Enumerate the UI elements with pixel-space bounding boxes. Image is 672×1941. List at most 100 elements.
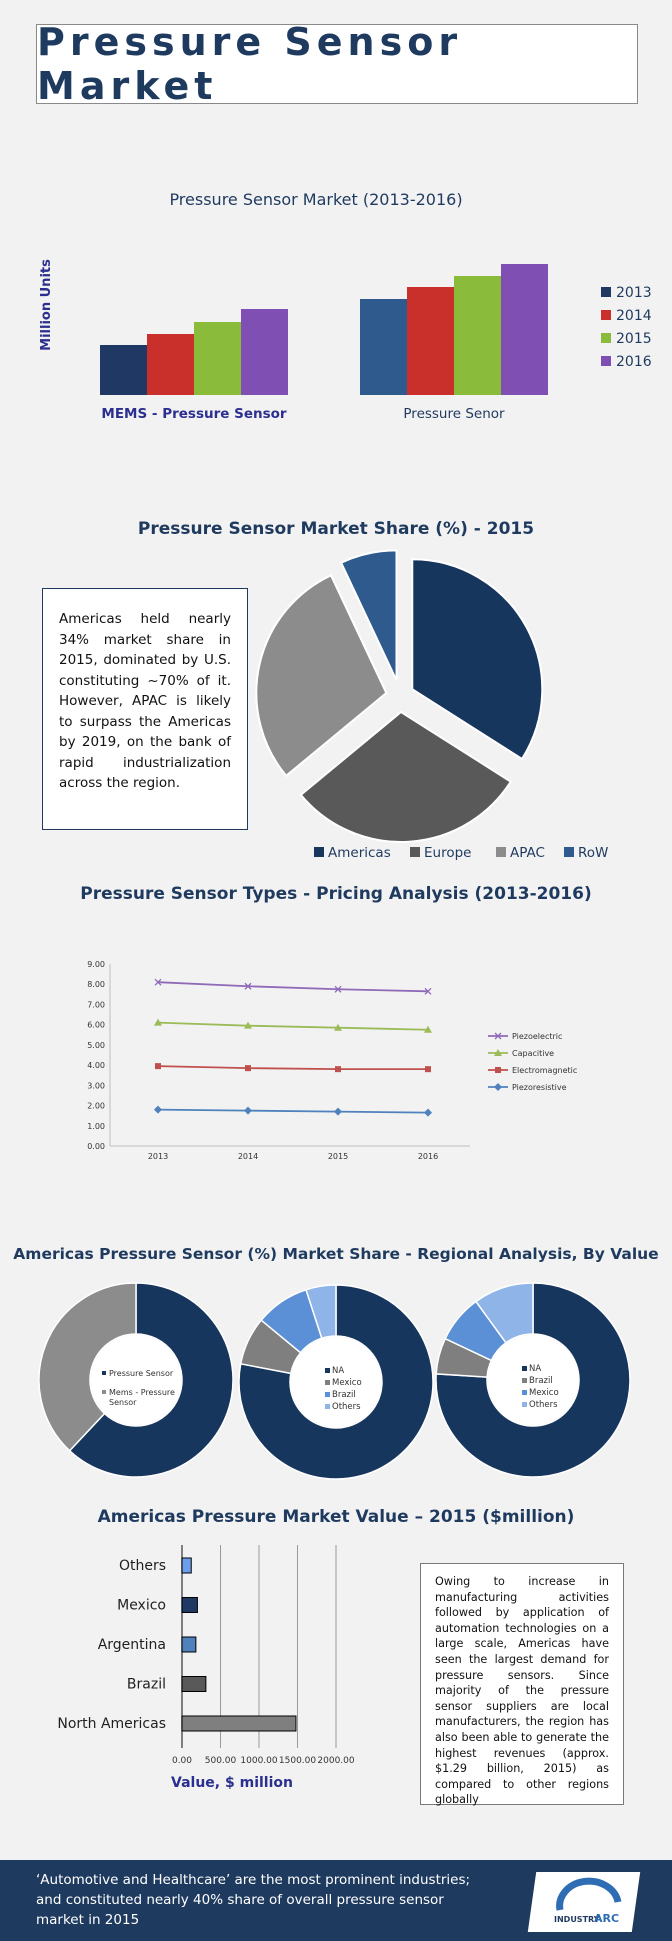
donut-1-legend-swatch [102, 1371, 106, 1375]
legend-label-2016: 2016 [616, 354, 652, 370]
data-point-electromagnetic [155, 1063, 161, 1070]
x-tick-label: 2015 [328, 1152, 348, 1161]
data-point-capacitive [244, 1021, 252, 1029]
donut-3-slice-na [435, 1282, 631, 1478]
legend-swatch-2016 [601, 356, 611, 366]
y-tick-label: 6.00 [87, 1021, 105, 1030]
donut-2-slice-na [238, 1284, 434, 1480]
category-label: Others [119, 1558, 166, 1574]
donut-2-hole [291, 1337, 381, 1427]
legend-swatch-2014 [601, 310, 611, 320]
data-point-electromagnetic [425, 1066, 431, 1073]
donut-3-legend-label: Others [529, 1400, 558, 1410]
donut-3-legend-swatch [522, 1366, 527, 1371]
data-point-piezoresistive [334, 1107, 342, 1116]
y-tick-label: 5.00 [87, 1041, 105, 1050]
market-share-pie [255, 549, 544, 843]
bar-mems-pressure-sensor-2014 [147, 334, 194, 395]
donut-1-legend-label: Sensor [109, 1398, 137, 1407]
value-note-text: Owing to increase in manufacturing activ… [435, 1575, 609, 1807]
category-label: North Americas [57, 1716, 166, 1732]
legend-label-2014: 2014 [616, 308, 652, 324]
donut-2-legend-swatch [325, 1404, 330, 1409]
title-box: Pressure Sensor Market [36, 20, 638, 108]
x-tick-label: 2014 [238, 1152, 258, 1161]
legend-marker-electromagnetic [495, 1067, 501, 1073]
y-axis-label: Million Units [39, 259, 54, 351]
legend-label-piezoresistive: Piezoresistive [512, 1083, 567, 1092]
footer-line-3: market in 2015 [36, 1912, 140, 1928]
line-chart-title: Pressure Sensor Types - Pricing Analysis… [80, 884, 592, 904]
footer-banner: ‘Automotive and Healthcare’ are the most… [0, 1860, 672, 1941]
share-note-box: Americas held nearly 34% market share in… [42, 588, 248, 830]
industryarc-logo: INDUSTRY ARC [527, 1872, 641, 1932]
legend-swatch-americas [314, 847, 324, 857]
donut-2-legend-swatch [325, 1380, 330, 1385]
legend-swatch-row [564, 847, 574, 857]
donut-1-legend-swatch [102, 1390, 106, 1394]
data-point-piezoelectric [334, 985, 342, 993]
donut-1-slice-mems-pressure-sensor [38, 1282, 137, 1452]
donut-3-slice-others [474, 1282, 534, 1344]
y-tick-label: 1.00 [87, 1122, 105, 1131]
legend-label-row: RoW [578, 845, 608, 861]
donut-1-hole [91, 1335, 181, 1425]
bar-pressure-senor-2013 [360, 299, 407, 395]
donut-2-legend-swatch [325, 1368, 330, 1373]
share-note-text: Americas held nearly 34% market share in… [59, 611, 231, 791]
y-tick-label: 8.00 [87, 980, 105, 989]
pie-slice-row [339, 549, 398, 681]
footer-text: ‘Automotive and Healthcare’ are the most… [36, 1870, 506, 1930]
category-label: Argentina [98, 1637, 166, 1653]
series-line-electromagnetic [157, 1065, 428, 1071]
logo-icon: INDUSTRY ARC [554, 1877, 622, 1925]
logo-text-2: ARC [594, 1912, 619, 1925]
data-point-piezoresistive [424, 1108, 432, 1117]
pie-slice-europe [299, 710, 513, 843]
legend-label-apac: APAC [510, 845, 545, 861]
bar-mexico [181, 1597, 198, 1613]
hbar-chart-title: Americas Pressure Market Value – 2015 ($… [97, 1507, 575, 1527]
y-tick-label: 9.00 [87, 960, 105, 969]
donut-3-legend-swatch [522, 1402, 527, 1407]
legend-swatch-apac [496, 847, 506, 857]
bar-pressure-senor-2016 [501, 264, 548, 395]
pie-legend: Americas Europe APAC RoW [314, 845, 608, 861]
category-label: Mexico [117, 1598, 166, 1614]
legend-label-piezoelectric: Piezoelectric [512, 1032, 562, 1041]
y-tick-label: 4.00 [87, 1061, 105, 1070]
data-point-piezoelectric [154, 978, 162, 986]
donut-1-slice-pressure-sensor [68, 1282, 234, 1478]
footer-line-1: ‘Automotive and Healthcare’ are the most… [36, 1872, 471, 1888]
x-axis-label: Value, $ million [171, 1775, 293, 1791]
donut-2-legend-label: Brazil [332, 1390, 356, 1400]
bar-north-americas [181, 1715, 297, 1732]
y-tick-label: 3.00 [87, 1081, 105, 1090]
market-value-bar-chart: 0.00 500.00 1000.00 1500.00 2000.00 Others Mex… [57, 1545, 355, 1791]
bar-others [181, 1557, 192, 1574]
grouped-bar-chart: Million Units MEMS - Pressure Sensor Press… [39, 259, 652, 422]
data-point-piezoelectric [424, 987, 432, 995]
x-tick-label: 1000.00 [240, 1756, 277, 1766]
donut-2-legend-swatch [325, 1392, 330, 1397]
series-line-piezoresistive [157, 1108, 429, 1114]
pie-slice-americas [411, 558, 544, 761]
legend-label-europe: Europe [424, 845, 471, 861]
pie-chart-title: Pressure Sensor Market Share (%) - 2015 [137, 519, 535, 539]
bar-brazil [181, 1676, 207, 1692]
pricing-line-chart: 0.00 1.00 2.00 3.00 4.00 5.00 6.00 7.00 8.00 9.00… [87, 960, 577, 1161]
bar-mems-pressure-sensor-2015 [194, 322, 241, 395]
donut-3-hole [488, 1335, 578, 1425]
category-label: MEMS - Pressure Sensor [101, 406, 287, 422]
x-tick-label: 2013 [148, 1152, 168, 1161]
legend-label-americas: Americas [328, 845, 391, 861]
legend-marker-piezoelectric [494, 1032, 502, 1040]
data-point-piezoelectric [244, 982, 252, 990]
legend-swatch-europe [410, 847, 420, 857]
y-tick-label: 2.00 [87, 1102, 105, 1111]
legend-label-2015: 2015 [616, 331, 652, 347]
data-point-capacitive [334, 1023, 342, 1031]
donut-3-legend-label: NA [529, 1364, 541, 1374]
x-tick-label: 0.00 [172, 1756, 192, 1766]
page-title: Pressure Sensor Market [37, 20, 463, 108]
